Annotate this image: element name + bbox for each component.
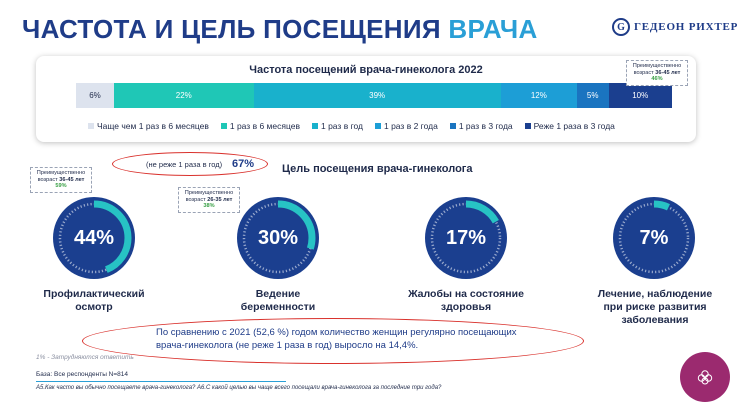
comparison-text: По сравнению с 2021 (52,6 %) годом колич… <box>156 327 517 351</box>
bar-segment: 22% <box>114 83 254 108</box>
note-line: Преимущественно <box>36 170 86 176</box>
logo-text: ГЕДЕОН РИХТЕР <box>634 21 739 33</box>
footnote: 1% - Затрудняются ответить <box>36 354 134 361</box>
page-title-part2: ВРАЧА <box>448 14 538 44</box>
frequency-age-note: Преимущественно возраст 36-45 лет 46% <box>626 60 688 87</box>
frequency-stacked-bar: 6% 22% 39% 12% 5% 10% <box>76 83 672 108</box>
goal-label-line: Жалобы на состояние <box>408 288 524 300</box>
brand-badge <box>680 352 730 402</box>
goal-age-note-2: Преимущественно возраст 26-35 лет 38% <box>178 187 240 214</box>
ring-disc <box>425 197 507 279</box>
base-respondents: База: Все респонденты N=814 <box>36 371 129 378</box>
bar-segment: 5% <box>576 83 609 108</box>
footer-divider <box>36 381 286 382</box>
goal-ring-2: 30% <box>236 196 320 280</box>
goal-label-3: Жалобы на состояние здоровья <box>388 288 544 314</box>
goal-label-line: Лечение, наблюдение <box>597 288 713 300</box>
goal-label-line: осмотр <box>75 301 113 314</box>
flower-icon <box>697 370 713 385</box>
page-title-part1: ЧАСТОТА И ЦЕЛЬ ПОСЕЩЕНИЯ <box>22 14 441 44</box>
legend-item: Реже 1 раза в 3 года <box>524 121 615 131</box>
goal-label-line: беременности <box>240 301 316 314</box>
frequency-chart-title: Частота посещений врача-гинеколога 2022 <box>249 64 483 76</box>
goal-label-line: заболевания <box>621 314 689 327</box>
ring-disc <box>613 197 695 279</box>
legend-label: 1 раз в 6 месяцев <box>229 121 300 131</box>
summary-highlight-oval <box>112 152 268 176</box>
ring-value: 7% <box>639 226 669 249</box>
note-line: возраст 26-35 лет <box>182 197 236 204</box>
bar-segment: 10% <box>608 83 672 108</box>
goal-label-line: Ведение <box>255 288 301 300</box>
goal-ring-4: 7% <box>612 196 696 280</box>
legend-item: 1 раз в год <box>311 121 363 131</box>
ring-graphic <box>425 197 507 279</box>
goal-label-line: здоровья <box>440 301 492 314</box>
note-line: возраст 36-45 лет <box>630 70 684 77</box>
legend-swatch <box>311 123 318 129</box>
ring-progress <box>56 200 132 276</box>
ring-progress <box>428 200 504 276</box>
legend-label: Чаще чем 1 раз в 6 месяцев <box>97 121 209 131</box>
legend-label: 1 раз в 3 года <box>458 121 513 131</box>
note-percent: 59% <box>55 183 67 190</box>
bar-segment: 39% <box>253 83 501 108</box>
ring-progress <box>616 200 692 276</box>
legend-swatch <box>524 123 531 129</box>
legend-swatch <box>220 123 227 129</box>
legend-item: 1 раз в 3 года <box>449 121 513 131</box>
ring-graphic <box>53 197 135 279</box>
note-prefix: возраст <box>633 69 654 76</box>
logo-mark-icon: G <box>612 18 630 36</box>
bar-segment: 6% <box>76 83 115 108</box>
legend-label: Реже 1 раза в 3 года <box>533 121 615 131</box>
goal-age-note-1: Преимущественно возраст 36-45 лет 59% <box>30 167 92 194</box>
note-percent: 46% <box>651 76 663 83</box>
note-age: 36-45 лет <box>59 176 85 183</box>
summary-label: (не реже 1 раза в год) <box>146 160 223 169</box>
goal-label-4: Лечение, наблюдение при риске развития з… <box>580 288 730 327</box>
note-percent: 38% <box>203 203 215 210</box>
legend-swatch <box>88 123 94 129</box>
comparison-highlight-oval <box>82 318 584 364</box>
page-title: ЧАСТОТА И ЦЕЛЬ ПОСЕЩЕНИЯ ВРАЧА <box>22 14 538 45</box>
goal-label-1: Профилактический осмотр <box>22 288 166 314</box>
ring-disc <box>237 197 319 279</box>
legend-swatch <box>374 123 381 129</box>
company-logo: G ГЕДЕОН РИХТЕР <box>612 18 738 36</box>
legend-swatch <box>449 123 456 129</box>
legend-item: Чаще чем 1 раз в 6 месяцев <box>88 121 209 131</box>
note-line: Преимущественно <box>632 63 682 69</box>
summary-value: 67% <box>232 158 255 170</box>
ring-disc <box>53 197 135 279</box>
legend-label: 1 раз в 2 года <box>383 121 438 131</box>
note-prefix: возраст <box>185 196 206 203</box>
ring-graphic <box>237 197 319 279</box>
ring-progress <box>240 200 316 276</box>
frequency-legend: Чаще чем 1 раз в 6 месяцев 1 раз в 6 меся… <box>88 121 615 131</box>
note-line: возраст 36-45 лет <box>34 177 88 184</box>
bar-segment: 12% <box>500 83 577 108</box>
note-prefix: возраст <box>37 176 58 183</box>
ring-value: 44% <box>73 226 115 249</box>
legend-label: 1 раз в год <box>320 121 363 131</box>
goal-label-2: Ведение беременности <box>206 288 350 314</box>
ring-graphic <box>613 197 695 279</box>
legend-item: 1 раз в 6 месяцев <box>220 121 300 131</box>
legend-item: 1 раз в 2 года <box>374 121 438 131</box>
survey-questions: А5.Как часто вы обычно посещаете врача-г… <box>36 385 442 391</box>
goal-label-line: при риске развития <box>603 301 707 314</box>
note-age: 36-45 лет <box>655 69 681 76</box>
ring-value: 30% <box>257 226 299 249</box>
goal-ring-3: 17% <box>424 196 508 280</box>
goal-ring-1: 44% <box>52 196 136 280</box>
goal-label-line: Профилактический <box>43 288 145 300</box>
note-line: Преимущественно <box>184 190 234 196</box>
ring-value: 17% <box>445 226 487 249</box>
frequency-chart-panel: Частота посещений врача-гинеколога 2022 … <box>36 56 696 142</box>
note-age: 26-35 лет <box>207 196 233 203</box>
goal-section-title: Цель посещения врача-гинеколога <box>282 163 473 175</box>
